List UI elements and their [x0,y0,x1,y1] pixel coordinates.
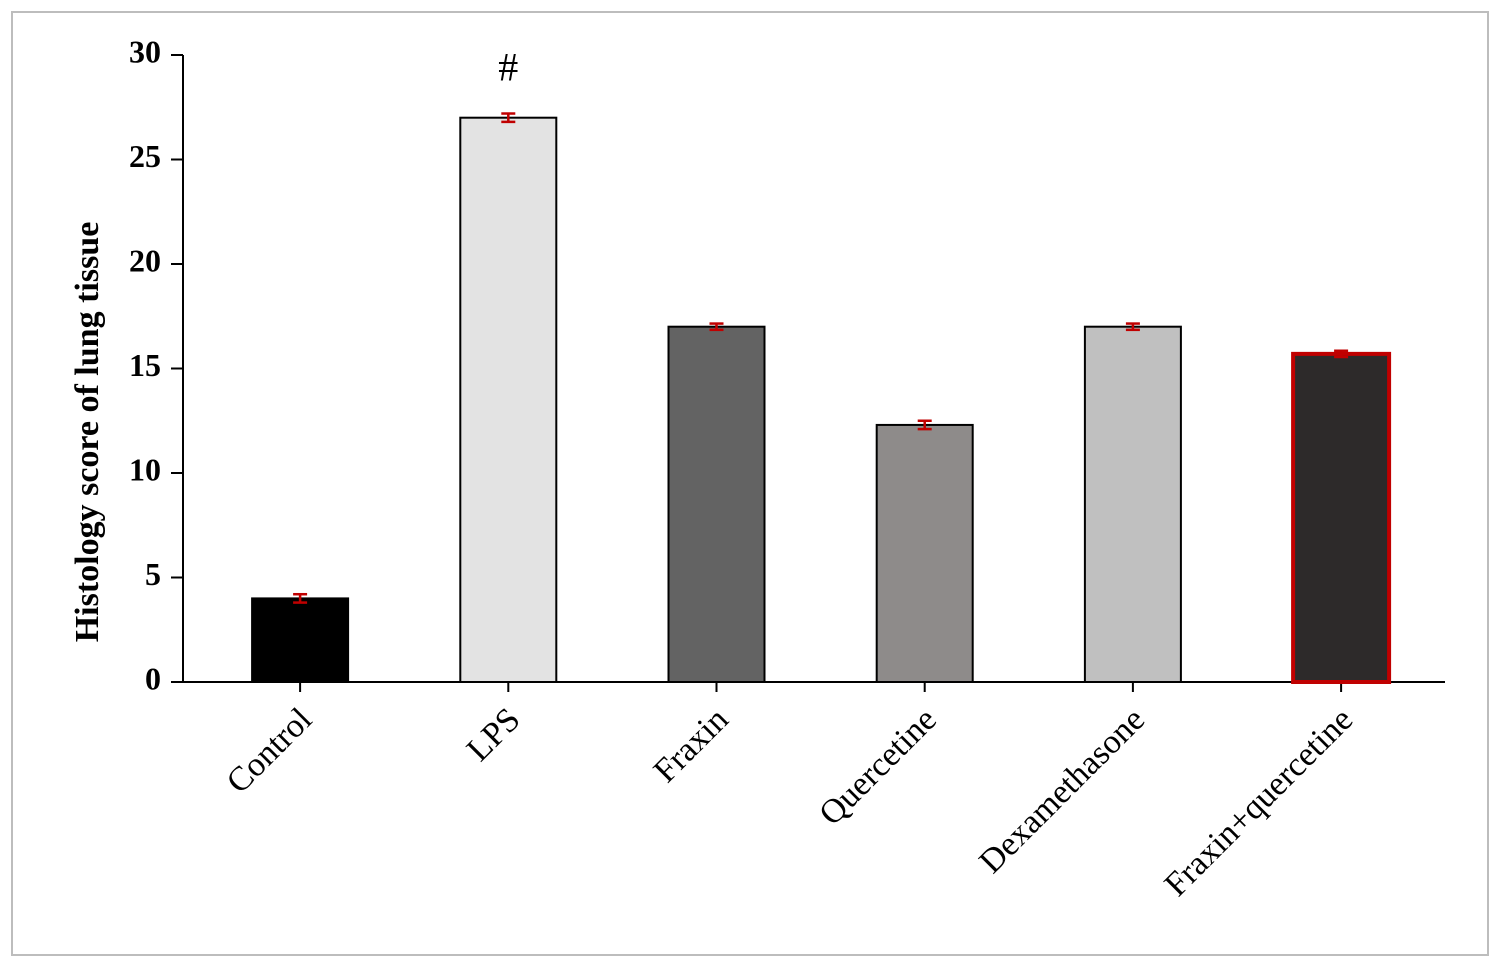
bar [1083,325,1182,683]
error-bar [501,112,516,124]
y-tick-label: 25 [129,138,161,174]
error-bar [709,322,724,332]
error-bar [293,592,308,604]
error-bar [917,419,932,431]
error-bar [1125,322,1140,332]
bar [459,116,558,683]
bar [251,597,350,684]
y-tick-label: 15 [129,347,161,383]
y-tick-label: 20 [129,242,161,278]
y-tick-label: 0 [145,660,161,696]
y-tick-label: 10 [129,451,161,487]
y-tick-label: 5 [145,556,161,592]
bar [875,423,974,683]
bar [1291,351,1392,684]
y-axis-label: Histology score of lung tissue [69,222,106,643]
bar [667,325,766,683]
error-bar [1334,349,1349,359]
y-tick-label: 30 [129,33,161,69]
annotation: # [498,45,518,90]
